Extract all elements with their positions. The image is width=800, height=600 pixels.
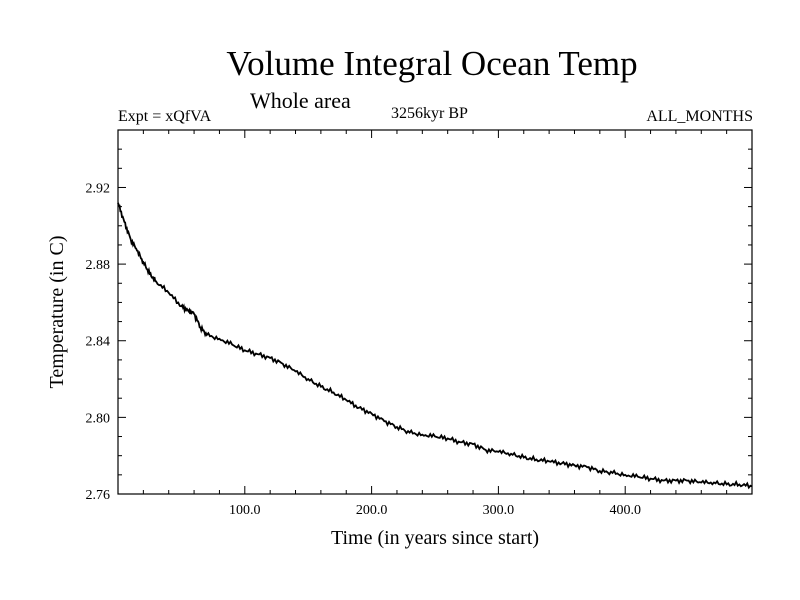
- months-label: ALL_MONTHS: [646, 108, 753, 125]
- y-tick-label: 2.80: [86, 411, 111, 426]
- y-tick-label: 2.84: [86, 335, 111, 350]
- chart-title: Volume Integral Ocean Temp: [226, 44, 638, 83]
- y-tick-label: 2.76: [86, 488, 111, 503]
- y-tick-label: 2.88: [86, 258, 111, 273]
- axis-ticks: 100.0 200.0 300.0 400.0 2.76 2.80 2.84 2.88 2.92: [86, 129, 752, 518]
- y-tick-label: 2.92: [86, 181, 111, 196]
- period-label: 3256kyr BP: [391, 105, 468, 122]
- x-tick-label: 200.0: [356, 503, 388, 518]
- chart-subtitle: Whole area: [250, 88, 351, 113]
- x-tick-label: 300.0: [483, 503, 515, 518]
- y-axis-label: Temperature (in C): [46, 236, 68, 389]
- x-tick-label: 100.0: [229, 503, 261, 518]
- x-tick-label: 400.0: [609, 503, 641, 518]
- experiment-label: Expt = xQfVA: [118, 108, 212, 125]
- temperature-series-line: [117, 202, 753, 490]
- plot-frame: [117, 129, 753, 495]
- x-axis-label: Time (in years since start): [331, 527, 539, 549]
